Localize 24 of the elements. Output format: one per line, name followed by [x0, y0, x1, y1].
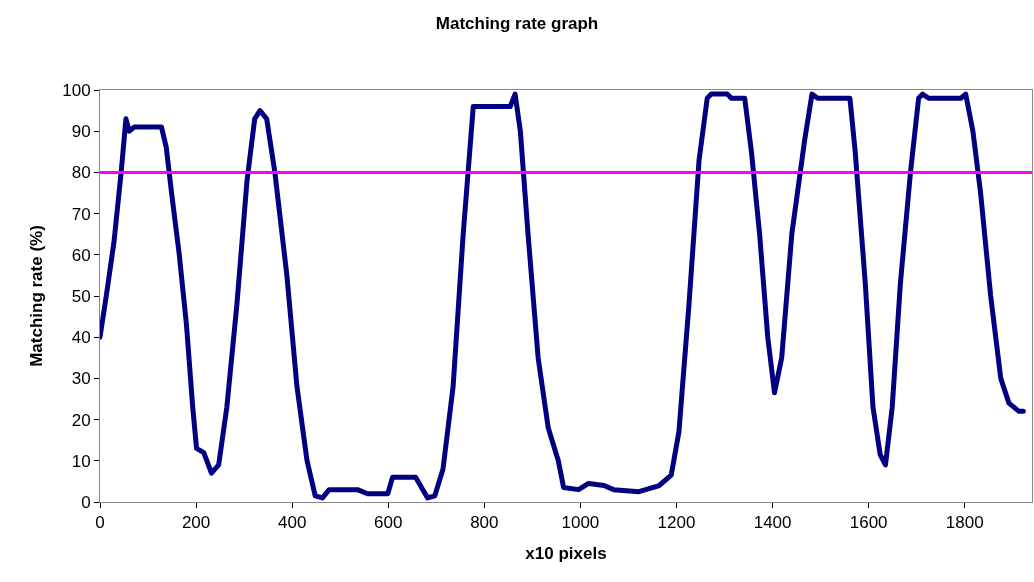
y-tick-label: 90: [71, 122, 91, 142]
x-tick-label: 1400: [753, 513, 792, 533]
y-tick-label: 50: [71, 286, 91, 306]
y-tick-label: 60: [71, 245, 91, 265]
x-tick-label: 800: [470, 513, 499, 533]
chart-title: Matching rate graph: [435, 14, 599, 34]
x-tick-label: 600: [374, 513, 403, 533]
x-axis-title: x10 pixels: [525, 543, 607, 563]
y-tick-label: 0: [81, 492, 91, 512]
x-tick-label: 200: [181, 513, 211, 533]
x-tick-label: 1000: [561, 513, 600, 533]
x-tick-label: 1800: [945, 513, 984, 533]
x-tick-label: 400: [277, 513, 307, 533]
x-tick-label: 1600: [849, 513, 888, 533]
y-tick-label: 100: [62, 80, 91, 100]
y-tick-label: 40: [71, 328, 91, 348]
y-tick-label: 20: [71, 410, 91, 430]
y-tick-label: 10: [71, 451, 91, 471]
y-axis-title: Matching rate (%): [26, 225, 46, 367]
y-tick-label: 70: [71, 204, 91, 224]
y-tick-label: 30: [71, 369, 91, 389]
x-tick-label: 1200: [657, 513, 696, 533]
x-tick-label: 0: [95, 513, 105, 533]
y-tick-label: 80: [71, 163, 91, 183]
